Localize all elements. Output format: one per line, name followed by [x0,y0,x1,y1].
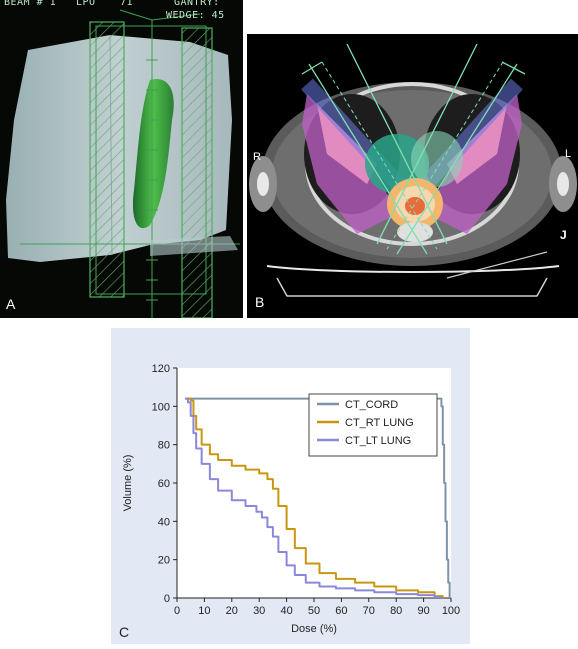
panel-a-label: A [6,296,16,312]
x-tick-label: 70 [363,605,375,617]
target-volume [132,79,174,229]
axes: 0 20 40 60 80 100 120 0 10 20 30 40 50 60 70 80 90 100 [152,363,461,617]
series-line-ct-lt-lung [185,397,442,599]
hud-lpo: LPO [76,0,96,8]
y-tick-label: 20 [158,555,170,567]
left-side-marker: L [565,148,572,160]
y-tick-label: 60 [158,478,170,490]
x-tick-label: 0 [174,605,180,617]
x-tick-label: 30 [253,605,265,617]
y-tick-label: 0 [164,593,170,605]
legend-label: CT_LT LUNG [345,435,411,447]
x-tick-label: 60 [335,605,347,617]
x-tick-label: 100 [442,605,460,617]
panel-b-axial-ct: R L J B [247,34,578,318]
y-tick-label: 120 [152,363,170,375]
y-tick-label: 100 [152,401,170,413]
series-layer [185,397,451,599]
hud-lpo-value: 71 [120,0,134,8]
legend: CT_CORD CT_RT LUNG CT_LT LUNG [308,393,438,457]
x-tick-label: 10 [198,605,210,617]
beams-eye-view-render [6,9,240,318]
x-tick-label: 20 [226,605,238,617]
x-tick-label: 40 [280,605,292,617]
panel-a-beams-eye-view: BEAM # 1 LPO 71 GANTRY: WEDGE: 45 A [0,0,243,318]
series-line-ct-rt-lung [185,397,444,598]
dvh-chart-svg: 0 20 40 60 80 100 120 0 10 20 30 40 50 60 70 80 90 100 CT… [122,363,461,635]
panel-b-label: B [255,294,265,310]
panel-c-label: C [119,624,130,640]
y-tick-label: 40 [158,516,170,528]
axial-ct-dose-image [249,43,577,297]
corner-marker: J [560,228,567,242]
panel-c-dvh-chart: 0 20 40 60 80 100 120 0 10 20 30 40 50 60 70 80 90 100 CT… [111,328,470,644]
x-tick-label: 80 [390,605,402,617]
x-tick-label: 50 [308,605,320,617]
hud-wedge: WEDGE: 45 [166,10,225,21]
right-side-marker: R [253,151,261,163]
hud-beam: BEAM # 1 [4,0,57,8]
hud-gantry: GANTRY: [174,0,220,8]
legend-label: CT_RT LUNG [345,417,414,429]
legend-label: CT_CORD [345,399,398,411]
y-tick-label: 80 [158,440,170,452]
x-tick-label: 90 [417,605,429,617]
x-axis-title: Dose (%) [291,623,337,635]
series-line-ct-cord [185,397,451,598]
y-axis-title: Volume (%) [122,455,134,512]
